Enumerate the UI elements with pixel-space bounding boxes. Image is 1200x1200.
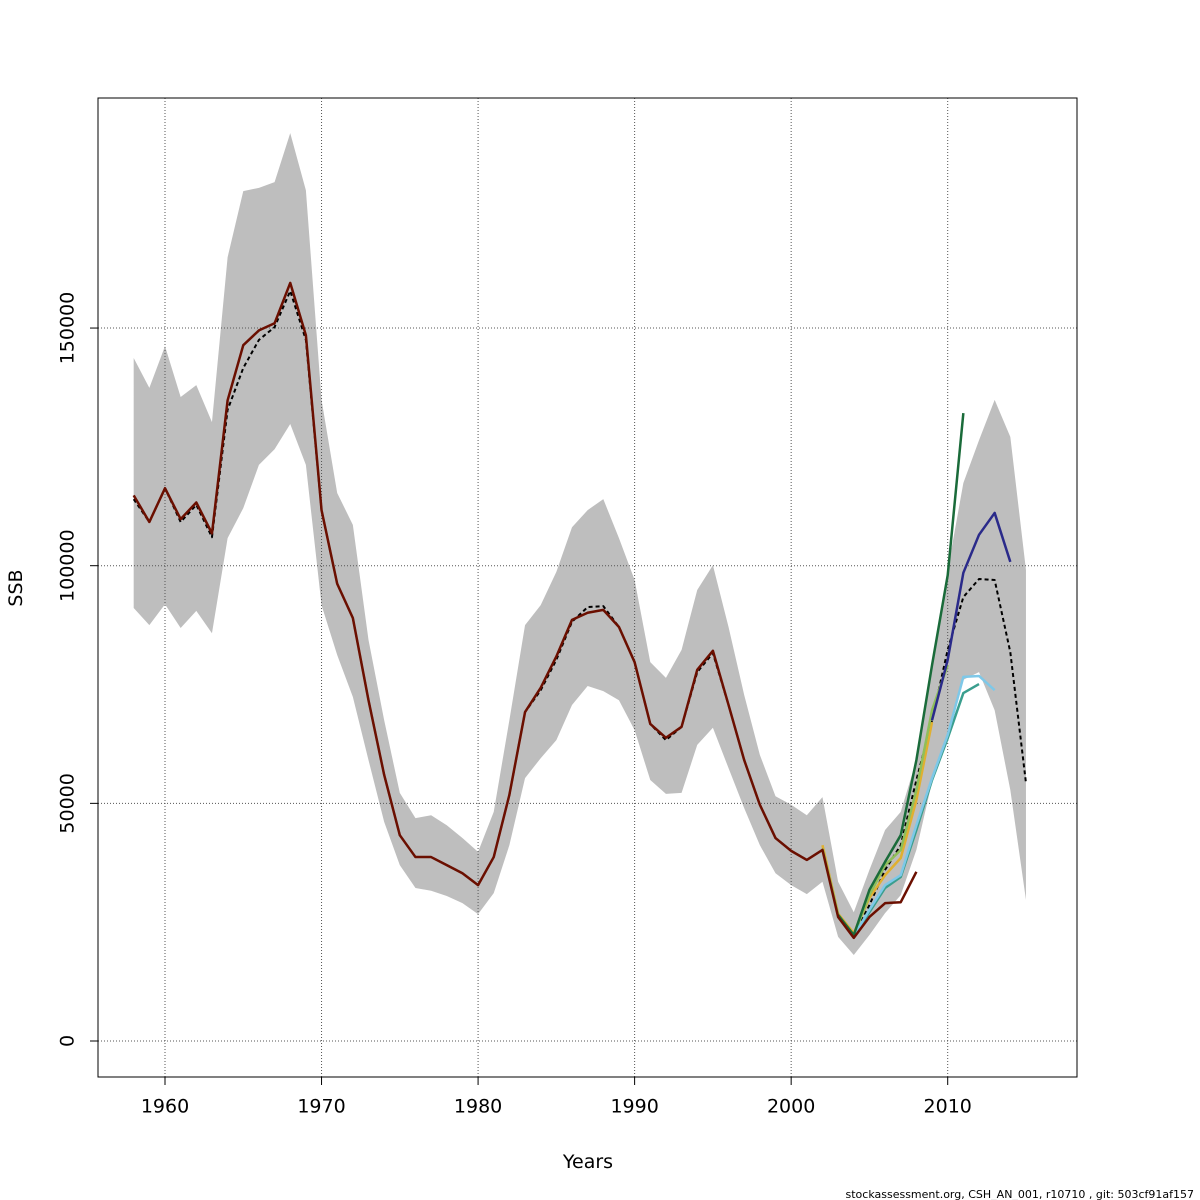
series-line — [837, 413, 965, 937]
footer: stockassessment.org, CSH_AN_001, r10710 … — [846, 1188, 1195, 1200]
confidence-band — [133, 133, 1026, 955]
y-tick-label: 0 — [57, 1035, 79, 1047]
x-tick-label: 1980 — [454, 1096, 502, 1118]
x-tick-label: 2010 — [924, 1096, 972, 1118]
y-tick-label: 100000 — [57, 529, 79, 602]
y-tick-label: 50000 — [57, 773, 79, 833]
x-tick-label: 1970 — [297, 1096, 345, 1118]
y-tick-label: 150000 — [57, 292, 79, 365]
x-axis-label: Years — [562, 1151, 613, 1173]
x-tick-label: 1990 — [610, 1096, 658, 1118]
series-line — [930, 511, 1012, 721]
series-line — [132, 281, 918, 940]
x-tick-label: 1960 — [141, 1096, 189, 1118]
series-line — [837, 674, 996, 938]
y-axis-label: SSB — [5, 569, 27, 606]
x-tick-label: 2000 — [767, 1096, 815, 1118]
plot-frame — [97, 97, 1078, 1078]
plot-area — [98, 98, 1077, 1077]
